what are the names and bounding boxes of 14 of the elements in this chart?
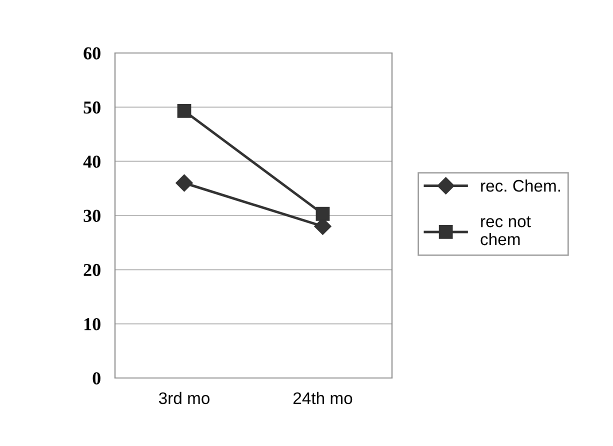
- y-tick-label: 20: [84, 264, 100, 276]
- y-tick-label: 50: [84, 101, 100, 114]
- y-tick-label: 40: [83, 156, 100, 168]
- y-tick-label: 10: [84, 318, 100, 330]
- y-tick-label: 0: [92, 372, 100, 384]
- y-tick-label: 60: [84, 47, 100, 60]
- x-tick-label: 3rd mo: [158, 392, 210, 404]
- legend-label: rec not chem: [480, 216, 531, 246]
- point: [316, 206, 330, 221]
- point: [177, 104, 192, 118]
- point: [176, 174, 193, 192]
- y-tick-label: 30: [84, 210, 100, 222]
- x-tick-label: 24th mo: [293, 392, 352, 404]
- legend-label: rec. Chem.: [481, 179, 560, 192]
